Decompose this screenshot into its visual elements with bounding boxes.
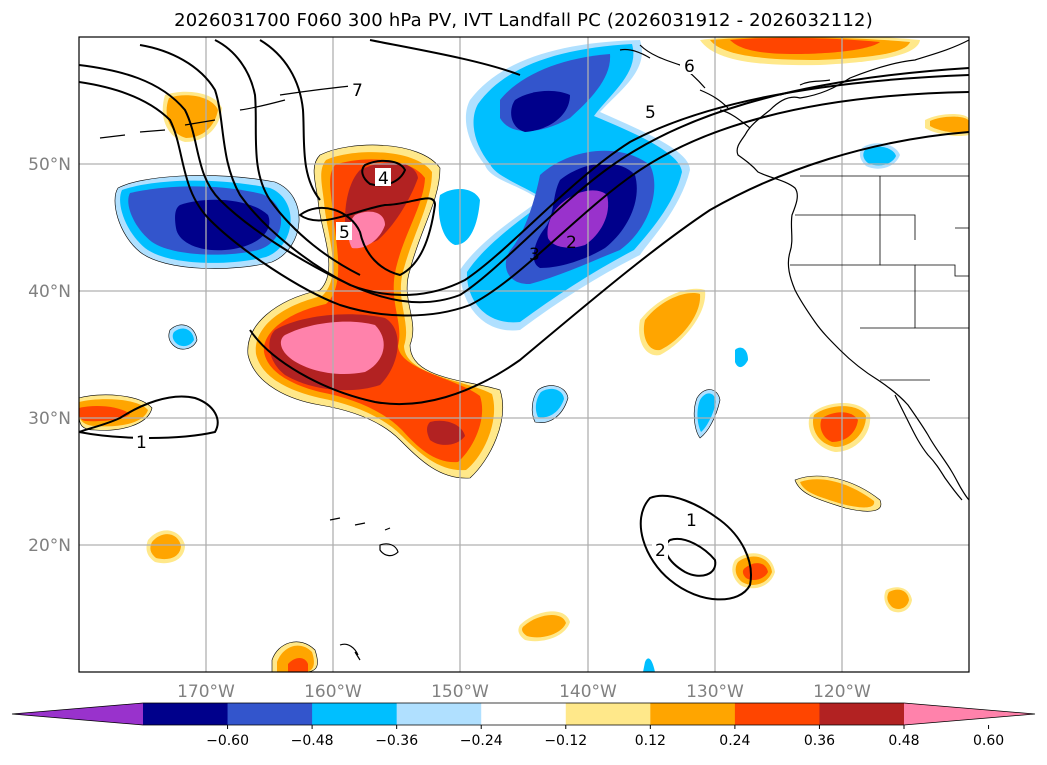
colorbar-tick-label: 0.36	[804, 733, 835, 749]
lon-label-130w: 130°W	[686, 682, 744, 702]
contour-labels: 7 6 5 5 4 3 2 1 1 2	[133, 56, 698, 561]
contour-label-4: 4	[378, 169, 389, 189]
coastlines	[99, 39, 969, 661]
lat-label-20n: 20°N	[28, 536, 71, 556]
colorbar-segment	[227, 703, 313, 725]
lat-label-50n: 50°N	[28, 155, 71, 175]
colorbar-segment	[312, 703, 398, 725]
positive-anomaly-small	[79, 37, 969, 672]
contour-label-6: 6	[684, 57, 695, 77]
lon-label-170w: 170°W	[177, 682, 235, 702]
colorbar-tick-label: 0.24	[719, 733, 750, 749]
colorbar-segment	[565, 703, 651, 725]
contour-label-2-south: 2	[655, 541, 666, 561]
lat-label-30n: 30°N	[28, 409, 71, 429]
contour-label-7: 7	[352, 81, 363, 101]
colorbar-tick-label: −0.48	[291, 733, 334, 749]
map-frame	[78, 36, 970, 673]
ivt-contours	[79, 39, 969, 601]
colorbar	[11, 702, 1036, 726]
figure-title: 2026031700 F060 300 hPa PV, IVT Landfall…	[174, 10, 873, 31]
contour-label-5-east: 5	[645, 103, 656, 123]
contour-label-1-east: 1	[686, 511, 697, 531]
colorbar-ticks: −0.60 −0.48 −0.36 −0.24 −0.12 0.12 0.24 0.36 0.4…	[206, 725, 1004, 749]
political-borders	[790, 175, 969, 381]
latitude-labels: 20°N 30°N 40°N 50°N	[28, 155, 71, 556]
colorbar-extend-min	[12, 703, 143, 725]
lon-label-160w: 160°W	[304, 682, 362, 702]
colorbar-tick-label: 0.60	[973, 733, 1004, 749]
lat-label-40n: 40°N	[28, 282, 71, 302]
longitude-labels: 170°W 160°W 150°W 140°W 130°W 120°W	[177, 682, 871, 702]
colorbar-segment	[481, 703, 567, 725]
contour-label-2-north: 2	[566, 233, 577, 253]
colorbar-tick-label: −0.24	[460, 733, 503, 749]
positive-anomaly-central	[247, 144, 503, 479]
lon-label-120w: 120°W	[813, 682, 871, 702]
colorbar-segment	[396, 703, 482, 725]
colorbar-tick-label: −0.36	[375, 733, 418, 749]
colorbar-tick-label: 0.48	[888, 733, 919, 749]
lon-label-150w: 150°W	[431, 682, 489, 702]
map-panel: 7 6 5 5 4 3 2 1 1 2	[79, 37, 969, 672]
negative-anomaly-west	[114, 175, 300, 269]
colorbar-extend-max	[904, 703, 1035, 725]
colorbar-segment	[734, 703, 820, 725]
colorbar-outline	[11, 702, 1036, 726]
negative-anomaly-small	[168, 143, 900, 672]
colorbar-tick-label: 0.12	[635, 733, 666, 749]
colorbar-segment	[143, 703, 229, 725]
contour-label-5-west: 5	[339, 223, 350, 243]
colorbar-tick-label: −0.60	[206, 733, 249, 749]
contour-label-3: 3	[529, 245, 540, 265]
lon-label-140w: 140°W	[559, 682, 617, 702]
colorbar-segment	[819, 703, 905, 725]
contour-label-1-west: 1	[136, 433, 147, 453]
colorbar-segment	[650, 703, 736, 725]
colorbar-tick-label: −0.12	[544, 733, 587, 749]
